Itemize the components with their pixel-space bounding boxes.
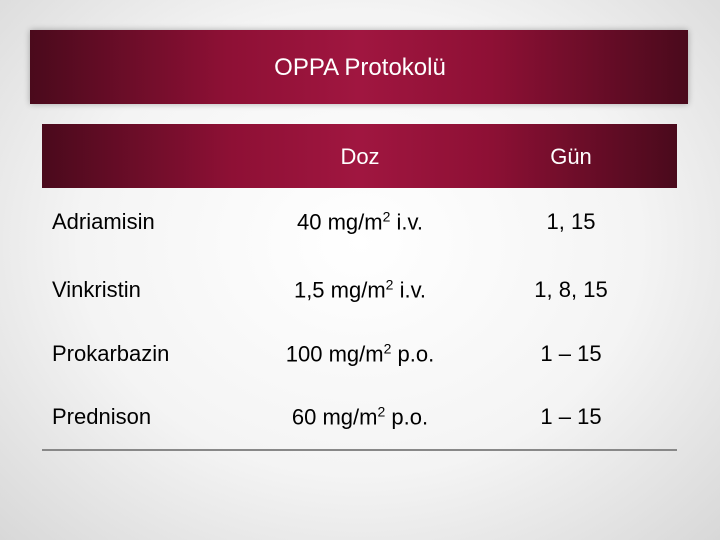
dose: 60 mg/m2 p.o. [292,404,428,431]
dose-superscript: 2 [377,403,386,420]
dose: 100 mg/m2 p.o. [286,341,434,368]
days: 1, 15 [546,209,596,234]
header-cell: Gün [550,144,592,169]
dose: 1,5 mg/m2 i.v. [294,277,426,304]
slide-title: OPPA Protokolü [274,54,446,81]
dose-route: p.o. [391,341,435,367]
dose-superscript: 2 [382,208,391,225]
title-bar [30,30,688,104]
dose-route: p.o. [385,404,429,430]
dose-text: 40 mg/m [297,209,383,235]
dose-text: 60 mg/m [291,404,378,430]
days: 1 – 15 [540,404,602,429]
drug-name: Prednison [52,404,152,429]
dose-route: i.v. [393,277,427,303]
days: 1 – 15 [540,341,602,366]
dose-text: 100 mg/m [285,341,384,367]
header-cell: Doz [340,144,380,169]
drug-name: Prokarbazin [52,341,170,366]
days: 1, 8, 15 [534,277,608,302]
drug-name: Adriamisin [52,209,155,234]
dose-route: i.v. [390,209,423,235]
dose-superscript: 2 [385,276,394,293]
header-bar [42,124,677,188]
dose-text: 1,5 mg/m [293,277,386,303]
bottom-rule [42,449,677,451]
dose: 40 mg/m2 i.v. [297,209,423,236]
drug-name: Vinkristin [52,277,141,302]
dose-superscript: 2 [383,340,392,357]
